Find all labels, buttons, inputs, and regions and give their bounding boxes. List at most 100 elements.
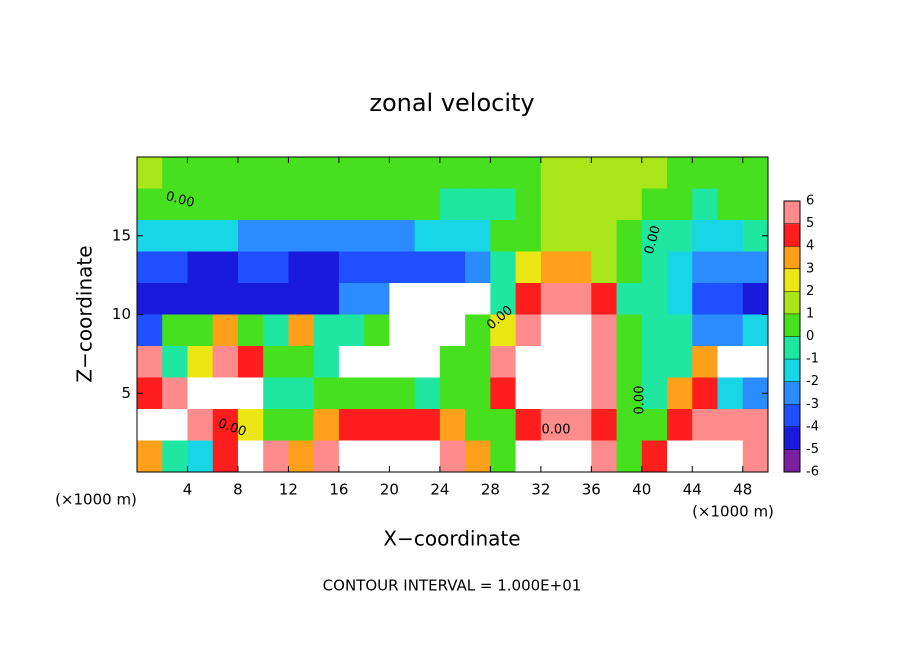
y-tick-label: 5 (121, 384, 131, 402)
cell (389, 346, 416, 378)
cell (465, 346, 491, 378)
cell (187, 377, 214, 410)
cell (338, 157, 365, 189)
cell (641, 409, 668, 441)
cell (439, 157, 466, 189)
colorbar-band (784, 426, 800, 450)
cell (137, 188, 163, 221)
cell (237, 314, 264, 347)
colorbar-label: 1 (806, 306, 814, 321)
cell (237, 346, 264, 378)
cell (288, 157, 315, 189)
cell (389, 314, 416, 347)
cell (540, 220, 567, 252)
cell (414, 346, 441, 378)
cell (288, 346, 315, 378)
cell (667, 188, 693, 221)
cell (187, 314, 214, 347)
cell (566, 440, 592, 473)
colorbar-band (784, 268, 800, 292)
cell (263, 346, 289, 378)
chart-title: zonal velocity (369, 89, 534, 117)
cell (237, 440, 264, 473)
cell (641, 188, 668, 221)
cell (717, 188, 744, 221)
x-tick-label: 8 (233, 481, 243, 499)
cell (692, 409, 719, 441)
cell (717, 377, 744, 410)
cell (742, 409, 769, 441)
cell (566, 220, 592, 252)
cell (566, 188, 592, 221)
cell (540, 188, 567, 221)
cell (389, 220, 416, 252)
x-axis-label: X−coordinate (383, 527, 520, 551)
cell (515, 251, 542, 284)
cell (389, 283, 416, 315)
cell (641, 440, 668, 473)
cell (313, 283, 340, 315)
cell (263, 157, 289, 189)
cell (237, 157, 264, 189)
cell (540, 440, 567, 473)
cell (313, 440, 340, 473)
cell (616, 409, 643, 441)
cell (717, 157, 744, 189)
cell (616, 283, 643, 315)
cell (667, 346, 693, 378)
contour-label: 0.00 (164, 189, 196, 211)
cell (389, 409, 416, 441)
cell (338, 440, 365, 473)
cell (641, 377, 668, 410)
colorbar-label: -4 (806, 419, 819, 434)
cell (490, 314, 517, 347)
cell (692, 188, 719, 221)
cell (263, 283, 289, 315)
colorbar-label: 2 (806, 284, 814, 299)
y-tick-label: 10 (112, 305, 131, 323)
cell (566, 409, 592, 441)
cell (137, 440, 163, 473)
cell (566, 157, 592, 189)
cell (641, 283, 668, 315)
cell (515, 314, 542, 347)
cell (414, 251, 441, 284)
cell (667, 409, 693, 441)
cell (616, 377, 643, 410)
cell (237, 251, 264, 284)
cell (515, 220, 542, 252)
cell (439, 251, 466, 284)
cell (212, 157, 239, 189)
cell (263, 188, 289, 221)
cell (439, 314, 466, 347)
cell (591, 220, 618, 252)
cell (338, 220, 365, 252)
cell (212, 283, 239, 315)
cell (162, 377, 188, 410)
cell (515, 440, 542, 473)
cell (162, 220, 188, 252)
cell (717, 440, 744, 473)
cell (162, 440, 188, 473)
cell (616, 188, 643, 221)
cell (667, 157, 693, 189)
contour-label: 0.00 (633, 386, 648, 415)
cell (338, 188, 365, 221)
cell (313, 157, 340, 189)
cell (692, 314, 719, 347)
cell (490, 440, 517, 473)
colorbar-band (784, 223, 800, 247)
colorbar-band (784, 291, 800, 315)
cell (692, 377, 719, 410)
cell (338, 377, 365, 410)
cell (742, 440, 769, 473)
cell (263, 251, 289, 284)
colorbar-label: 0 (806, 329, 814, 344)
cell (591, 314, 618, 347)
cell (515, 346, 542, 378)
x-tick-label: 20 (380, 481, 399, 499)
cell (288, 377, 315, 410)
x-tick-label: 4 (183, 481, 193, 499)
cell (439, 283, 466, 315)
